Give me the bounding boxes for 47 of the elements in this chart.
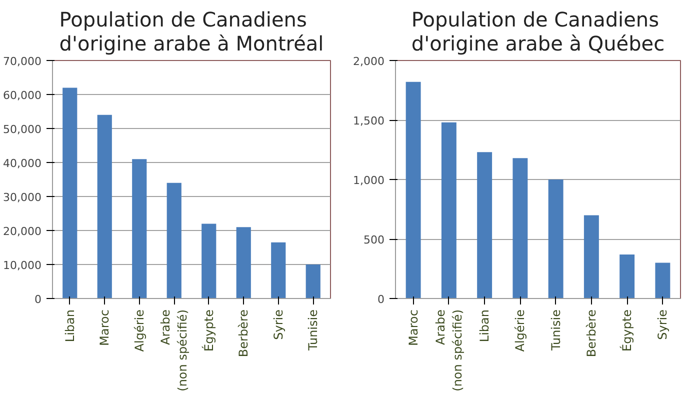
x-tick-label: Maroc [406, 309, 420, 346]
x-tick-label: Maroc [98, 309, 112, 346]
y-tick-label: 2,000 [353, 55, 385, 68]
y-tick-label: 70,000 [3, 55, 42, 68]
bar [584, 215, 599, 298]
y-tick-label: 1,500 [353, 114, 385, 128]
chart-title: Population de Canadiens d'origine arabe à Montréal [59, 8, 324, 56]
y-tick-label: 0 [378, 293, 384, 306]
bar [132, 159, 147, 298]
y-tick-label: 20,000 [3, 225, 42, 238]
y-tick-label: 0 [34, 293, 42, 306]
bar [548, 180, 564, 298]
x-tick-label: Arabe (non spécifié) [434, 309, 464, 392]
bar [166, 182, 182, 298]
y-tick-label: 40,000 [3, 157, 42, 170]
bar [620, 254, 635, 298]
bar [62, 88, 78, 298]
x-tick-label: Liban [478, 309, 492, 342]
bar [477, 152, 492, 298]
bar [655, 262, 670, 298]
x-tick-label: Arabe (non spécifié) [158, 309, 190, 392]
bar [236, 227, 251, 298]
bar [406, 82, 421, 298]
x-tick-label: Syrie [656, 309, 670, 340]
x-tick-label: Égypte [619, 309, 634, 352]
y-tick-label: 50,000 [3, 123, 42, 136]
y-tick-label: 30,000 [3, 191, 42, 204]
x-tick-label: Algérie [513, 309, 528, 352]
x-tick-label: Syrie [271, 309, 286, 340]
y-tick-label: 60,000 [3, 89, 42, 102]
bar [271, 242, 286, 298]
bar [97, 114, 112, 298]
bar [441, 122, 456, 298]
x-tick-label: Algérie [132, 309, 146, 352]
x-tick-label: Liban [62, 309, 77, 342]
x-tick-label: Tunisie [306, 309, 320, 352]
x-tick-label: Berbère [584, 309, 598, 358]
chart-title: Population de Canadiens d'origine arabe à Québec [411, 8, 665, 56]
bar [512, 158, 528, 298]
x-tick-label: Égypte [200, 309, 216, 352]
x-tick-label: Tunisie [548, 309, 563, 352]
bar [202, 224, 216, 298]
y-tick-label: 1,000 [353, 174, 385, 187]
y-tick-label: 10,000 [3, 259, 42, 272]
bar [306, 264, 320, 298]
y-tick-label: 500 [364, 234, 385, 246]
x-tick-label: Berbère [236, 309, 251, 358]
